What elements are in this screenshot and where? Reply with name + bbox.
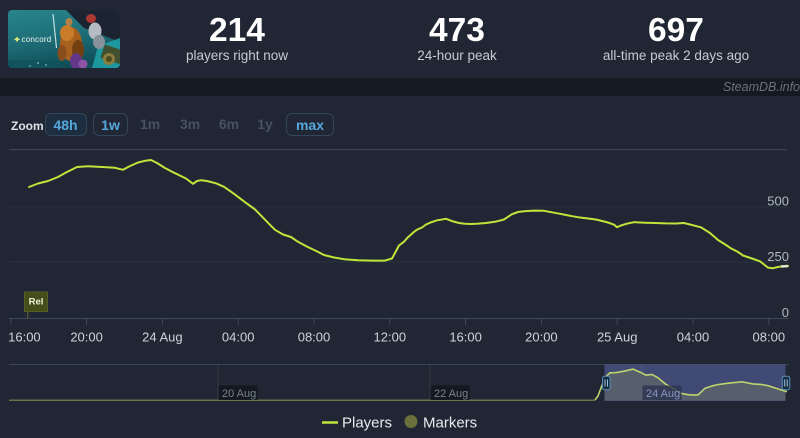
- svg-text:04:00: 04:00: [677, 330, 710, 345]
- svg-text:16:00: 16:00: [8, 330, 41, 345]
- svg-text:20:00: 20:00: [70, 330, 103, 345]
- svg-text:concord: concord: [22, 35, 52, 44]
- svg-text:04:00: 04:00: [222, 330, 255, 345]
- svg-text:20:00: 20:00: [525, 330, 558, 345]
- svg-text:Markers: Markers: [423, 415, 477, 432]
- svg-text:Rel: Rel: [29, 297, 44, 308]
- svg-text:12:00: 12:00: [374, 330, 407, 345]
- svg-text:25 Aug: 25 Aug: [597, 330, 638, 345]
- svg-text:0: 0: [782, 305, 789, 320]
- svg-text:250: 250: [767, 249, 789, 264]
- svg-text:24 Aug: 24 Aug: [646, 388, 680, 400]
- svg-text:20 Aug: 20 Aug: [222, 388, 256, 400]
- svg-text:08:00: 08:00: [298, 330, 331, 345]
- svg-text:08:00: 08:00: [753, 330, 786, 345]
- svg-text:16:00: 16:00: [449, 330, 482, 345]
- svg-text:Players: Players: [342, 415, 392, 432]
- svg-text:500: 500: [767, 193, 789, 208]
- svg-text:24 Aug: 24 Aug: [142, 330, 183, 345]
- svg-text:22 Aug: 22 Aug: [434, 388, 468, 400]
